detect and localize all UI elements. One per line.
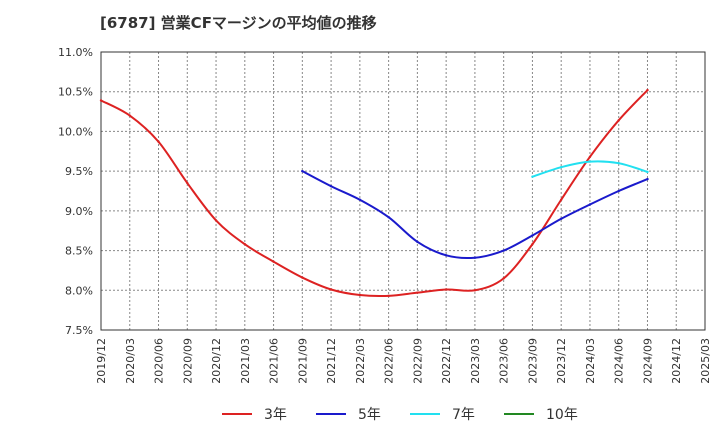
legend-label-4: 10年 <box>546 407 578 423</box>
x-tick-label: 2025/03 <box>699 338 712 384</box>
x-tick-label: 2022/03 <box>354 338 367 384</box>
series-line-1 <box>100 89 649 298</box>
legend-label-1: 3年 <box>264 407 287 423</box>
x-tick-label: 2021/12 <box>325 338 338 384</box>
x-tick-label: 2024/03 <box>584 338 597 384</box>
series-1-point-1 <box>99 99 103 102</box>
x-tick-label: 2023/09 <box>526 338 539 384</box>
series-2-point-5 <box>416 240 419 244</box>
series-2-point-2 <box>329 185 333 188</box>
y-tick-label: 10.0% <box>58 125 93 138</box>
series-2-point-3 <box>358 198 362 201</box>
x-tick-label: 2023/03 <box>469 338 482 384</box>
x-tick-label: 2022/09 <box>411 338 424 384</box>
x-tick-label: 2023/12 <box>555 338 568 384</box>
series-2-point-13 <box>646 177 649 181</box>
x-tick-label: 2020/03 <box>124 338 137 384</box>
plot-border <box>100 51 706 331</box>
series-1-point-17 <box>559 198 563 201</box>
series-1-point-3 <box>157 140 160 143</box>
x-tick-label: 2021/09 <box>296 338 309 384</box>
x-tick-label: 2020/09 <box>181 338 194 384</box>
series-1-point-4 <box>186 181 189 185</box>
y-tick-label: 10.5% <box>58 86 93 99</box>
series-1-point-2 <box>128 114 131 117</box>
y-tick-label: 11.0% <box>58 46 93 59</box>
series-1-point-7 <box>272 260 275 263</box>
series-1-point-13 <box>444 288 448 291</box>
series-2-point-8 <box>502 249 505 252</box>
series-1-point-16 <box>531 243 534 246</box>
x-tick-label: 2024/06 <box>613 338 626 384</box>
legend-label-3: 7年 <box>452 407 475 423</box>
x-tick-label: 2023/06 <box>498 338 511 384</box>
series-1-point-5 <box>214 219 218 222</box>
series-3-point-4 <box>617 162 620 165</box>
series-1-point-19 <box>617 119 620 122</box>
series-1-point-8 <box>301 276 304 279</box>
series-3-point-1 <box>531 175 534 178</box>
series-2-point-1 <box>301 169 304 173</box>
series-2-point-9 <box>531 234 534 237</box>
y-tick-label: 7.5% <box>65 324 93 337</box>
x-tick-label: 2021/03 <box>239 338 252 384</box>
series-2-point-12 <box>617 189 620 193</box>
series-1-point-11 <box>387 294 390 298</box>
series-1-point-12 <box>416 291 419 294</box>
x-tick-label: 2019/12 <box>95 338 108 384</box>
x-tick-label: 2020/12 <box>210 338 223 384</box>
plot-area <box>101 52 705 330</box>
chart-title: [6787] 営業CFマージンの平均値の推移 <box>100 14 377 32</box>
y-tick-label: 8.0% <box>65 284 93 297</box>
series-3-point-3 <box>588 160 592 163</box>
series-2-point-6 <box>444 254 448 257</box>
series-3-point-5 <box>646 170 649 174</box>
y-tick-label: 8.5% <box>65 245 93 258</box>
series-1-point-10 <box>358 293 362 297</box>
series-2-point-7 <box>473 256 477 259</box>
x-tick-label: 2020/06 <box>153 338 166 384</box>
series-3-point-2 <box>559 165 563 169</box>
series-2-point-10 <box>559 217 563 220</box>
series-1-point-18 <box>588 155 592 159</box>
series-1-point-9 <box>329 288 333 291</box>
legend-label-2: 5年 <box>358 407 381 423</box>
x-tick-label: 2024/12 <box>670 338 683 384</box>
series-1-point-14 <box>473 289 477 292</box>
series-2-point-11 <box>588 203 592 206</box>
x-tick-label: 2024/09 <box>641 338 654 384</box>
y-tick-label: 9.0% <box>65 205 93 218</box>
series-1-point-15 <box>502 277 505 280</box>
y-tick-label: 9.5% <box>65 165 93 178</box>
series-2-point-4 <box>387 216 390 219</box>
series-1-point-6 <box>243 243 247 246</box>
x-tick-label: 2022/06 <box>383 338 396 384</box>
series-1-point-20 <box>646 88 649 92</box>
x-tick-label: 2022/12 <box>440 338 453 384</box>
x-tick-label: 2021/06 <box>268 338 281 384</box>
